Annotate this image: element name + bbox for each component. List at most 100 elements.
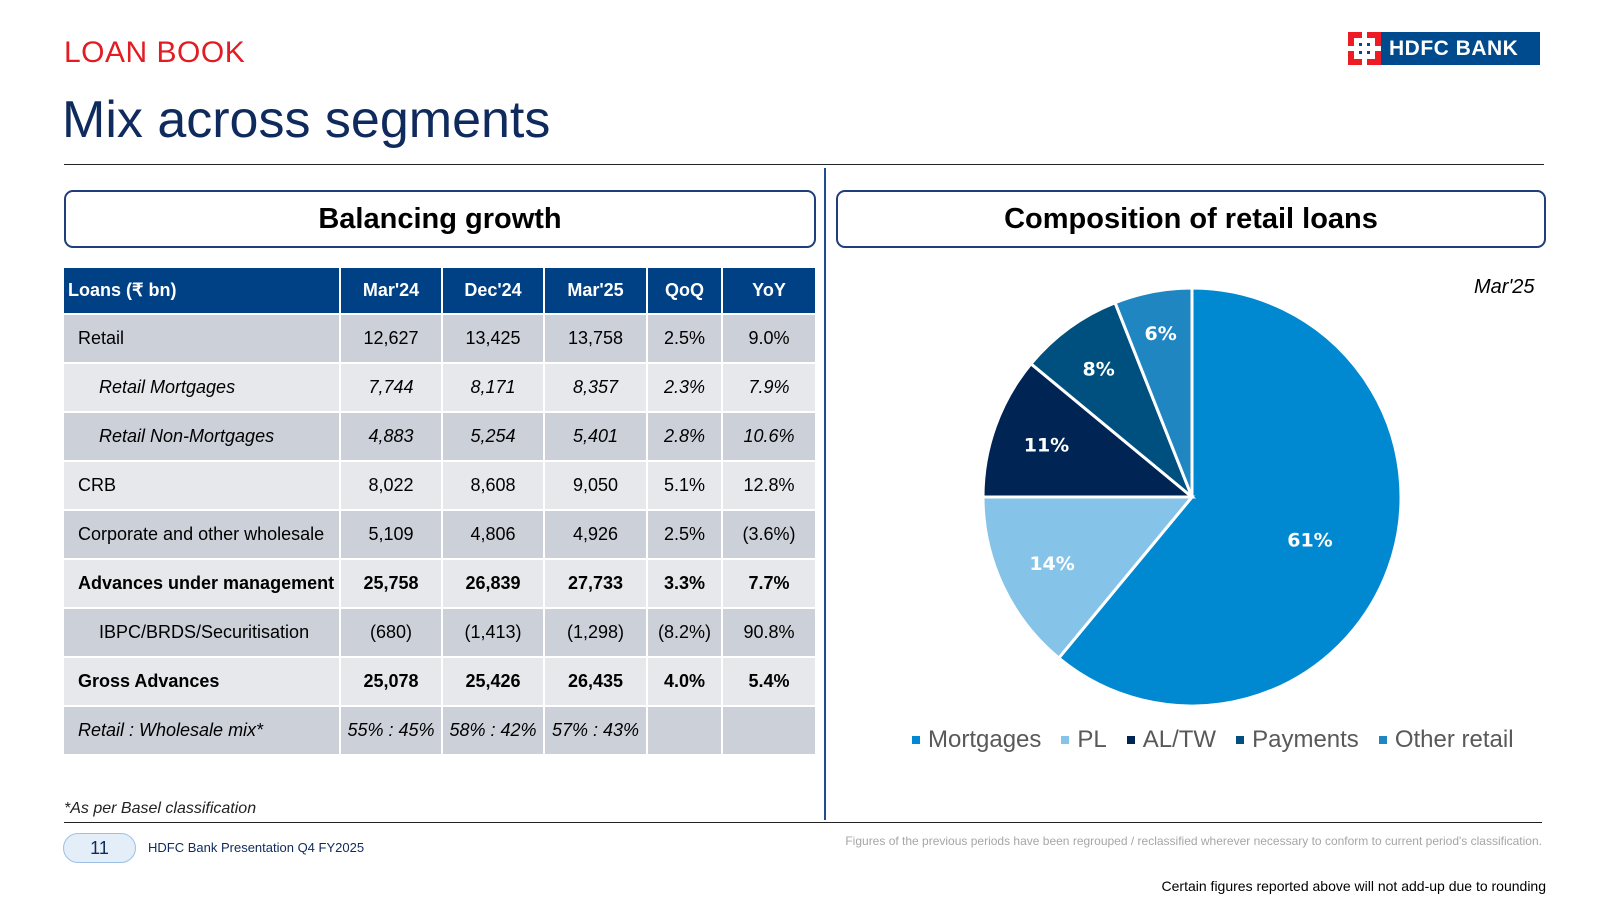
table-cell: 57% : 43%: [545, 707, 648, 756]
table-cell: 5.1%: [648, 462, 723, 511]
table-cell: (1,413): [443, 609, 545, 658]
page-number: 11: [63, 833, 136, 863]
composition-heading: Composition of retail loans: [836, 190, 1546, 248]
table-cell: 5.4%: [723, 658, 817, 707]
legend-label: PL: [1077, 726, 1107, 753]
table-row-ibpc: IBPC/BRDS/Securitisation (680) (1,413) (…: [64, 609, 817, 658]
period-label: Mar'25: [1474, 276, 1535, 298]
legend-item: Payments: [1236, 726, 1359, 754]
legend-swatch: [1236, 736, 1245, 744]
legend-label: AL/TW: [1142, 726, 1217, 753]
legend-item: Other retail: [1378, 726, 1514, 754]
table-cell: 4,883: [341, 413, 443, 462]
table-cell: 7,744: [341, 364, 443, 413]
table-cell: 25,078: [341, 658, 443, 707]
pie-slice-pl: [981, 495, 1196, 661]
loans-table: Loans (₹ bn) Mar'24 Dec'24 Mar'25 QoQ Yo…: [64, 268, 817, 756]
balancing-growth-heading: Balancing growth: [64, 190, 816, 248]
table-cell: (3.6%): [723, 511, 817, 560]
table-cell: 27,733: [545, 560, 648, 609]
footer-divider: [64, 822, 1542, 823]
title-divider: [64, 164, 1544, 165]
table-row-retail-mortgages: Retail Mortgages 7,744 8,171 8,357 2.3% …: [64, 364, 817, 413]
table-cell: [648, 707, 723, 756]
table-cell: 13,425: [443, 315, 545, 364]
table-cell: 8,357: [545, 364, 648, 413]
page-title: Mix across segments: [62, 91, 551, 149]
retail-loans-pie-chart: 61% 14% 11% 8% 6%: [981, 286, 1400, 708]
table-cell: [723, 707, 817, 756]
table-cell: 5,109: [341, 511, 443, 560]
table-cell: 90.8%: [723, 609, 817, 658]
legend-label: Other retail: [1394, 726, 1514, 753]
table-row-advances-under-management: Advances under management 25,758 26,839 …: [64, 560, 817, 609]
table-cell: 4,806: [443, 511, 545, 560]
table-cell: 10.6%: [723, 413, 817, 462]
table-cell: 4.0%: [648, 658, 723, 707]
table-cell: 2.5%: [648, 315, 723, 364]
legend-swatch: [1378, 736, 1387, 744]
col-header-qoq: QoQ: [648, 268, 723, 315]
table-cell: 9,050: [545, 462, 648, 511]
col-header-mar24: Mar'24: [341, 268, 443, 315]
hdfc-bank-logo: HDFC BANK: [1348, 32, 1540, 65]
section-label: LOAN BOOK: [64, 36, 246, 69]
chart-legend: Mortgages PL AL/TW Payments Other retail: [912, 726, 1534, 754]
rounding-note: Certain figures reported above will not …: [1161, 878, 1546, 894]
table-header-row: Loans (₹ bn) Mar'24 Dec'24 Mar'25 QoQ Yo…: [64, 268, 817, 315]
legend-label: Mortgages: [928, 726, 1042, 753]
legend-item: Mortgages: [912, 726, 1041, 754]
table-cell: 2.5%: [648, 511, 723, 560]
legend-swatch: [912, 736, 920, 744]
pie-slice-al-tw: [981, 361, 1197, 499]
footer-title: HDFC Bank Presentation Q4 FY2025: [148, 840, 365, 855]
basel-footnote: *As per Basel classification: [64, 800, 257, 817]
pie-data-label: 14%: [1029, 553, 1074, 575]
table-cell: (8.2%): [648, 609, 723, 658]
table-cell: 2.8%: [648, 413, 723, 462]
row-label: Advances under management: [64, 560, 341, 609]
table-cell: 2.3%: [648, 364, 723, 413]
table-cell: (1,298): [545, 609, 648, 658]
pie-slice-payments: [1028, 300, 1194, 499]
col-header-mar25: Mar'25: [545, 268, 648, 315]
col-header-dec24: Dec'24: [443, 268, 545, 315]
col-header-loans: Loans (₹ bn): [64, 268, 341, 315]
table-cell: 5,401: [545, 413, 648, 462]
logo-text: HDFC BANK: [1389, 36, 1519, 60]
table-cell: 26,839: [443, 560, 545, 609]
pie-data-label: 8%: [1083, 358, 1115, 380]
table-cell: 25,758: [341, 560, 443, 609]
table-cell: 8,022: [341, 462, 443, 511]
regroup-note: Figures of the previous periods have bee…: [845, 834, 1542, 848]
table-cell: 9.0%: [723, 315, 817, 364]
pie-slice-mortgages: [1056, 286, 1400, 708]
pie-data-label: 6%: [1145, 323, 1177, 345]
table-cell: 8,608: [443, 462, 545, 511]
table-cell: 13,758: [545, 315, 648, 364]
table-row-retail: Retail 12,627 13,425 13,758 2.5% 9.0%: [64, 315, 817, 364]
row-label: CRB: [64, 462, 341, 511]
row-label: Gross Advances: [64, 658, 341, 707]
table-cell: 55% : 45%: [341, 707, 443, 756]
table-row-gross-advances: Gross Advances 25,078 25,426 26,435 4.0%…: [64, 658, 817, 707]
table-row-retail-non-mortgages: Retail Non-Mortgages 4,883 5,254 5,401 2…: [64, 413, 817, 462]
table-cell: (680): [341, 609, 443, 658]
row-label: Retail Non-Mortgages: [64, 413, 341, 462]
legend-swatch: [1061, 736, 1070, 744]
col-header-yoy: YoY: [723, 268, 817, 315]
legend-item: PL: [1061, 726, 1107, 754]
table-cell: 26,435: [545, 658, 648, 707]
table-cell: 7.7%: [723, 560, 817, 609]
row-label: Corporate and other wholesale: [64, 511, 341, 560]
table-row-retail-wholesale-mix: Retail : Wholesale mix* 55% : 45% 58% : …: [64, 707, 817, 756]
table-cell: 7.9%: [723, 364, 817, 413]
legend-item: AL/TW: [1126, 726, 1217, 754]
table-cell: 8,171: [443, 364, 545, 413]
table-row-crb: CRB 8,022 8,608 9,050 5.1% 12.8%: [64, 462, 817, 511]
table-cell: 4,926: [545, 511, 648, 560]
table-cell: 5,254: [443, 413, 545, 462]
legend-label: Payments: [1252, 726, 1359, 753]
table-cell: 12.8%: [723, 462, 817, 511]
row-label: Retail : Wholesale mix*: [64, 707, 341, 756]
